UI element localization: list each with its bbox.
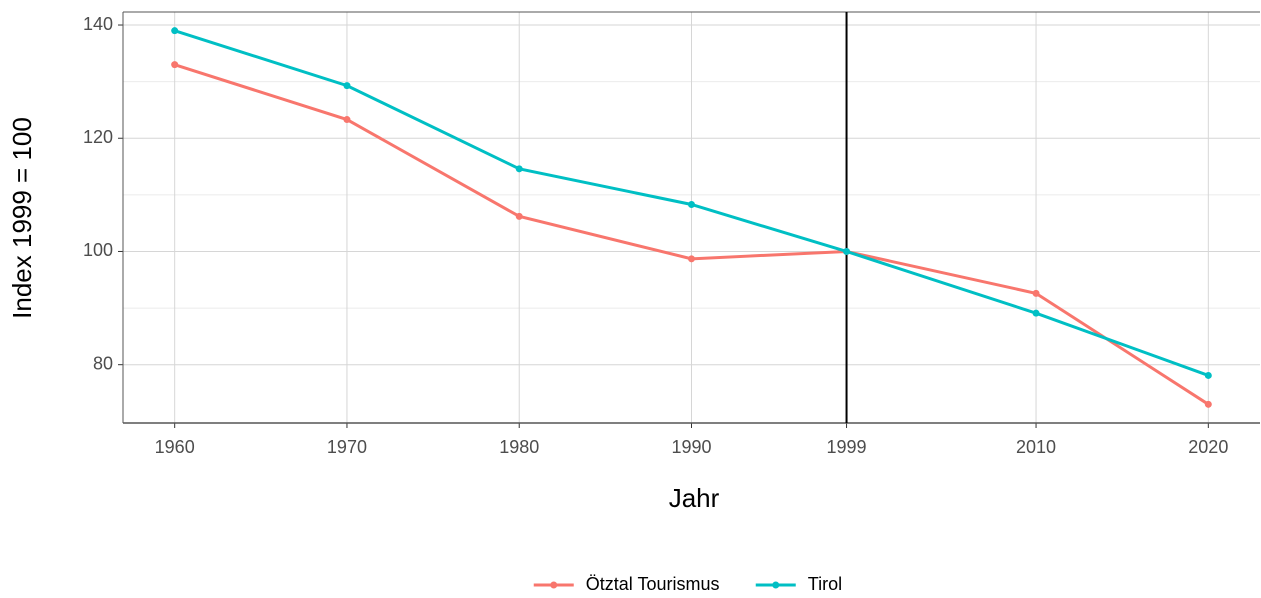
data-point bbox=[515, 212, 523, 220]
y-tick-label: 100 bbox=[83, 240, 113, 260]
data-point bbox=[1032, 309, 1040, 317]
data-point bbox=[171, 27, 179, 35]
x-tick-label: 1999 bbox=[827, 437, 867, 457]
legend-label: Ötztal Tourismus bbox=[586, 574, 720, 594]
x-tick-label: 1980 bbox=[499, 437, 539, 457]
data-point bbox=[515, 165, 523, 173]
data-point bbox=[343, 116, 351, 124]
legend-label: Tirol bbox=[808, 574, 842, 594]
x-axis-title: Jahr bbox=[669, 483, 720, 513]
x-tick-label: 1970 bbox=[327, 437, 367, 457]
data-point bbox=[343, 82, 351, 90]
data-point bbox=[1204, 400, 1212, 408]
y-tick-label: 140 bbox=[83, 14, 113, 34]
x-tick-label: 2020 bbox=[1188, 437, 1228, 457]
x-tick-label: 1990 bbox=[671, 437, 711, 457]
data-point bbox=[1204, 371, 1212, 379]
data-point bbox=[688, 200, 695, 208]
data-point bbox=[1032, 289, 1040, 297]
x-tick-label: 1960 bbox=[155, 437, 195, 457]
data-point bbox=[171, 61, 179, 69]
data-point bbox=[688, 255, 695, 263]
x-tick-label: 2010 bbox=[1016, 437, 1056, 457]
y-tick-label: 120 bbox=[83, 127, 113, 147]
y-tick-label: 80 bbox=[93, 353, 113, 373]
legend-swatch-point bbox=[772, 581, 780, 589]
y-axis-title: Index 1999 = 100 bbox=[7, 117, 37, 319]
data-point bbox=[843, 247, 851, 255]
legend-swatch-point bbox=[550, 581, 558, 589]
